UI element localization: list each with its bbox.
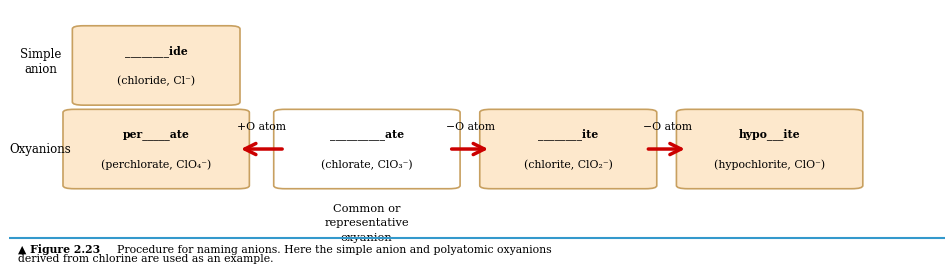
Text: Procedure for naming anions. Here the simple anion and polyatomic oxyanions: Procedure for naming anions. Here the si… <box>110 245 552 255</box>
Text: ▲ Figure 2.23: ▲ Figure 2.23 <box>18 244 100 255</box>
Text: Simple
anion: Simple anion <box>20 47 62 76</box>
Text: (chlorate, ClO₃⁻): (chlorate, ClO₃⁻) <box>321 160 412 170</box>
FancyBboxPatch shape <box>480 109 657 189</box>
FancyBboxPatch shape <box>63 109 249 189</box>
Text: (hypochlorite, ClO⁻): (hypochlorite, ClO⁻) <box>714 160 825 170</box>
Text: Common or
representative
oxyanion: Common or representative oxyanion <box>324 204 409 243</box>
Text: Oxyanions: Oxyanions <box>9 143 71 155</box>
Text: −O atom: −O atom <box>643 122 692 132</box>
Text: +O atom: +O atom <box>237 122 286 132</box>
Text: −O atom: −O atom <box>446 122 495 132</box>
Text: (chlorite, ClO₂⁻): (chlorite, ClO₂⁻) <box>524 160 612 170</box>
Text: derived from chlorine are used as an example.: derived from chlorine are used as an exa… <box>18 254 274 264</box>
Text: hypo___ite: hypo___ite <box>738 128 800 140</box>
FancyBboxPatch shape <box>677 109 863 189</box>
FancyBboxPatch shape <box>274 109 460 189</box>
Text: ________ide: ________ide <box>125 45 188 57</box>
Text: ________ite: ________ite <box>538 128 598 140</box>
Text: per_____ate: per_____ate <box>122 129 190 140</box>
FancyBboxPatch shape <box>72 26 240 105</box>
Text: __________ate: __________ate <box>330 129 404 140</box>
Text: (chloride, Cl⁻): (chloride, Cl⁻) <box>118 76 195 87</box>
Text: (perchlorate, ClO₄⁻): (perchlorate, ClO₄⁻) <box>101 160 211 170</box>
